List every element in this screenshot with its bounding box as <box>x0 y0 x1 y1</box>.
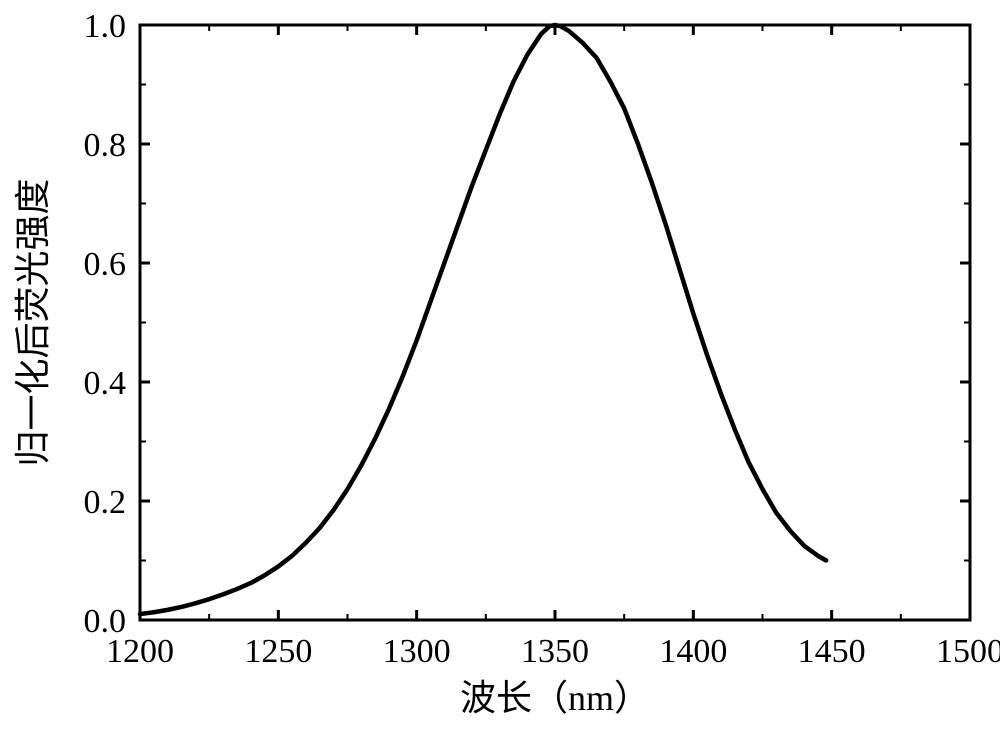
y-tick-label: 0.8 <box>84 127 127 164</box>
y-tick-label: 0.6 <box>84 246 127 283</box>
x-tick-label: 1350 <box>521 633 589 670</box>
x-axis-label: 波长（nm） <box>460 678 650 718</box>
x-tick-label: 1450 <box>798 633 866 670</box>
y-tick-label: 0.0 <box>84 603 127 640</box>
y-tick-label: 1.0 <box>84 8 127 45</box>
x-tick-label: 1250 <box>244 633 312 670</box>
y-tick-label: 0.2 <box>84 484 127 521</box>
x-tick-label: 1400 <box>659 633 727 670</box>
x-tick-label: 1300 <box>383 633 451 670</box>
y-tick-label: 0.4 <box>84 365 127 402</box>
chart-container: 12001250130013501400145015000.00.20.40.6… <box>0 0 1000 737</box>
fluorescence-spectrum-chart: 12001250130013501400145015000.00.20.40.6… <box>0 0 1000 737</box>
x-tick-label: 1500 <box>936 633 1000 670</box>
y-axis-label: 归一化后荧光强度 <box>13 178 53 466</box>
